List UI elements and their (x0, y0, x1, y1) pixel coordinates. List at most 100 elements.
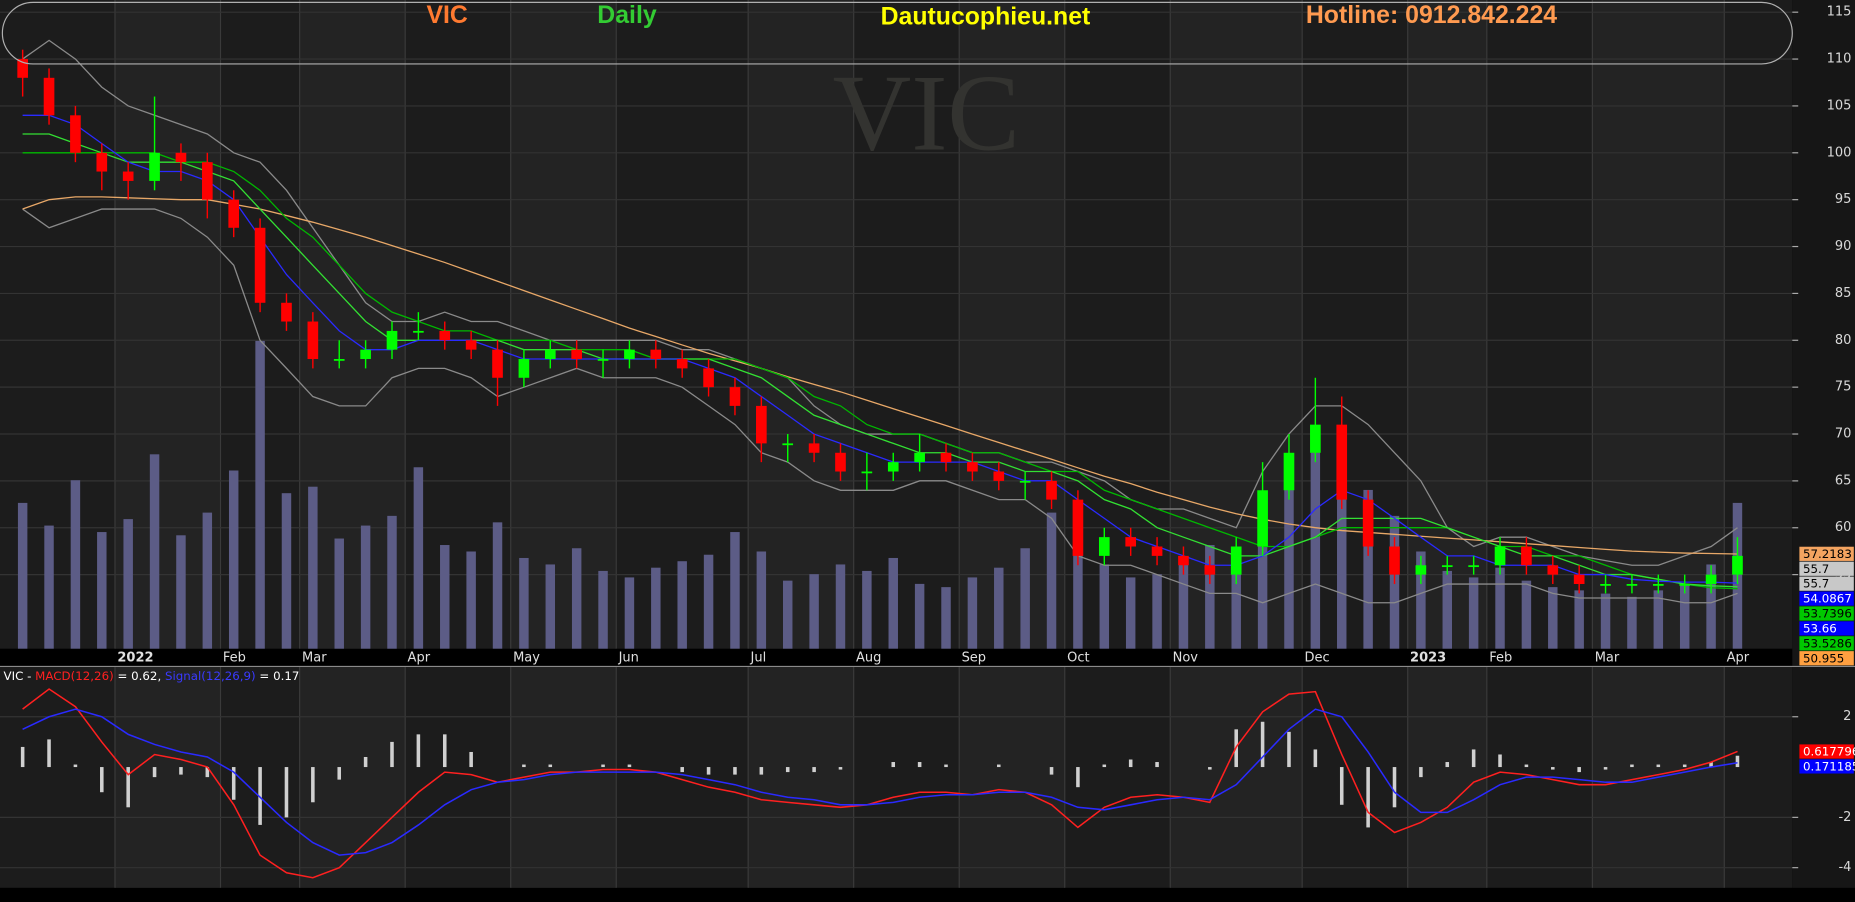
candle-body (914, 452, 925, 463)
candle-body (1151, 546, 1163, 556)
month-stripe (1592, 0, 1725, 649)
candle-body (1098, 537, 1110, 556)
x-tick-label: Apr (408, 651, 431, 666)
candle-body (465, 340, 477, 350)
histogram-bar (284, 767, 289, 818)
candle-body (571, 349, 582, 360)
month-stripe (510, 0, 617, 649)
price-tag (1799, 621, 1854, 636)
indicator-line (22, 208, 1738, 604)
histogram-bar (1735, 755, 1740, 768)
volume-bar (782, 580, 793, 649)
histogram-bar (311, 767, 315, 803)
x-tick-label: Jun (618, 651, 639, 666)
candle-body (1652, 584, 1664, 586)
histogram-bar (1630, 764, 1634, 768)
volume-bar (440, 545, 450, 649)
volume-bar (888, 557, 898, 649)
histogram-bar (1287, 731, 1291, 768)
volume-bar (624, 577, 635, 649)
legend-part: MACD(12,26) (35, 668, 114, 682)
candle-body (43, 77, 55, 116)
volume-bar (835, 564, 846, 649)
month-stripe (510, 666, 617, 888)
y-tick-label: 2 (1843, 709, 1851, 724)
histogram-bar (601, 764, 605, 768)
volume-bar (1574, 590, 1584, 649)
volume-bar (413, 467, 424, 649)
histogram-bar (1577, 767, 1581, 773)
month-stripe (748, 666, 854, 888)
volume-bar (1363, 489, 1373, 649)
volume-bar (1442, 570, 1452, 649)
y-tick-label: 100 (1827, 145, 1852, 160)
price-tag (1799, 759, 1854, 774)
candle-body (175, 152, 187, 163)
volume-bar (387, 515, 397, 649)
price-tag (1799, 651, 1854, 666)
histogram-bar (785, 767, 790, 773)
header-symbol: VIC (426, 2, 467, 29)
candle-body (149, 152, 160, 181)
candle-body (96, 152, 108, 172)
histogram-bar (838, 767, 843, 770)
candle-body (782, 443, 794, 446)
histogram-bar (1313, 749, 1318, 768)
volume-bar (598, 570, 608, 649)
x-tick-label: Oct (1067, 651, 1089, 666)
volume-bar (809, 574, 819, 649)
candle-body (307, 321, 319, 360)
y-tick-label: 105 (1827, 98, 1852, 113)
volume-bar (1205, 545, 1215, 649)
indicator-line (22, 133, 1738, 588)
month-stripe (959, 666, 1065, 888)
candle-body (1494, 546, 1506, 566)
price-tag-label: 53.66 (1803, 621, 1837, 635)
y-tick-label: 110 (1827, 52, 1852, 67)
histogram-bar (812, 767, 816, 773)
volume-bar (1468, 577, 1479, 649)
candle-body (861, 471, 873, 474)
histogram-bar (1208, 767, 1212, 770)
candle-body (756, 405, 767, 444)
volume-bar (97, 532, 107, 649)
volume-bar (941, 587, 951, 649)
x-tick-label: Aug (856, 651, 881, 666)
histogram-bar (680, 767, 684, 773)
x-tick-label: 2022 (117, 651, 153, 666)
y-tick-label: 75 (1835, 380, 1852, 395)
volume-bar (1178, 561, 1189, 649)
candle-body (492, 349, 503, 378)
volume-bar (571, 548, 582, 649)
histogram-bar (337, 767, 342, 780)
histogram-bar (231, 767, 236, 800)
histogram-bar (258, 767, 262, 825)
volume-bar (1653, 590, 1664, 649)
histogram-bar (179, 767, 183, 775)
volume-bar (149, 454, 160, 649)
volume-bar (255, 340, 265, 649)
x-tick-label: May (513, 651, 540, 666)
histogram-bar (1392, 767, 1397, 808)
candle-body (1072, 499, 1084, 556)
candle-body (1310, 424, 1321, 453)
candle-body (1178, 555, 1189, 566)
price-tag-label: 53.5286 (1803, 636, 1852, 650)
histogram-bar (1155, 762, 1159, 768)
volume-bar (202, 512, 213, 649)
header-hotline: Hotline: 0912.842.224 (1306, 2, 1557, 29)
histogram-bar (548, 764, 553, 768)
candle-body (835, 452, 846, 472)
candle-body (1441, 565, 1453, 568)
volume-bar (308, 486, 318, 649)
macd-legend: VIC - MACD(12,26) = 0.62, Signal(12,26,9… (4, 668, 300, 682)
candle-body (1468, 565, 1479, 568)
volume-bar (1099, 564, 1110, 649)
candle-body (1283, 452, 1295, 491)
histogram-bar (1128, 759, 1133, 768)
candle-body (360, 349, 371, 360)
price-tag-label: 50.955 (1803, 651, 1844, 665)
volume-bar (1548, 587, 1558, 649)
candle-body (17, 59, 28, 78)
